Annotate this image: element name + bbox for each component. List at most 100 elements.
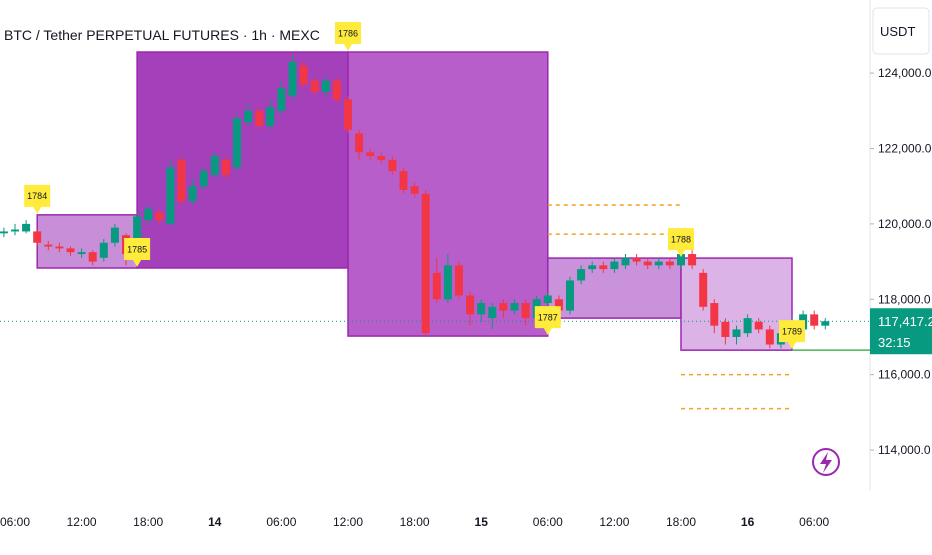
candle-body xyxy=(566,280,574,311)
candle-body xyxy=(344,99,352,130)
candle-body xyxy=(77,252,86,255)
zone-tag-label: 1785 xyxy=(127,244,147,254)
zone-box xyxy=(36,214,138,269)
chart-title: BTC / Tether PERPETUAL FUTURES · 1h · ME… xyxy=(4,27,320,43)
candle-body xyxy=(310,80,319,92)
candle-body xyxy=(66,248,75,253)
zone-tag xyxy=(668,228,694,258)
candle-body xyxy=(677,254,685,266)
candle-body xyxy=(443,265,452,300)
candle-body xyxy=(810,314,819,326)
y-tick-label: 122,000.0 xyxy=(878,142,932,156)
candle-body xyxy=(299,65,308,85)
candle-body xyxy=(355,133,364,153)
zone-tag xyxy=(779,320,805,350)
y-tick-label: 118,000.0 xyxy=(878,292,931,306)
candle-body xyxy=(654,261,663,266)
candle-body xyxy=(721,321,730,337)
candle-body xyxy=(188,186,197,202)
x-tick-label: 06:00 xyxy=(266,515,296,529)
last-price-label: 117,417.2 xyxy=(878,314,932,329)
candle-body xyxy=(765,329,774,345)
candle-body xyxy=(743,318,752,334)
candle-body xyxy=(399,171,408,190)
candle-body xyxy=(488,306,497,319)
y-tick-label: 124,000.0 xyxy=(878,66,932,80)
candle-body xyxy=(477,303,486,315)
candle-body xyxy=(11,229,19,232)
candle-body xyxy=(577,269,586,281)
y-tick-label: 120,000.0 xyxy=(878,217,932,231)
currency: USDT xyxy=(880,24,915,39)
x-tick-label: 12:00 xyxy=(599,515,629,529)
y-tick-label: 114,000.0 xyxy=(878,443,931,457)
candle-body xyxy=(199,171,208,187)
candle-body xyxy=(632,257,641,262)
currency-box[interactable] xyxy=(872,7,930,55)
candle-body xyxy=(88,252,97,262)
candle-body xyxy=(55,246,64,249)
candle-body xyxy=(732,329,741,337)
plot-area: 1784 1785 1786 1787 1788 1789 xyxy=(0,22,872,410)
candle-body xyxy=(621,257,630,266)
candle-body xyxy=(266,107,275,126)
zone-tag-label: 1784 xyxy=(27,191,47,201)
candle-body xyxy=(432,272,441,300)
x-tick-label: 06:00 xyxy=(0,515,30,529)
x-tick-label: 18:00 xyxy=(133,515,163,529)
candle-body xyxy=(643,261,652,266)
candle-body xyxy=(33,231,42,243)
candle-body xyxy=(521,303,530,319)
candle-body xyxy=(610,261,619,270)
candle-body xyxy=(821,321,830,326)
candle-body xyxy=(455,265,463,296)
countdown: 32:15 xyxy=(878,335,911,350)
candle-body xyxy=(99,242,108,258)
candle-body xyxy=(255,110,264,126)
candle-body xyxy=(366,152,375,157)
candle-body xyxy=(277,88,286,111)
x-tick-label: 06:00 xyxy=(533,515,563,529)
x-tick-label: 16 xyxy=(741,515,755,529)
candle-body xyxy=(233,118,241,168)
candle-body xyxy=(543,295,552,304)
candle-body xyxy=(155,212,164,221)
candle-body xyxy=(410,186,419,194)
candle-body xyxy=(510,303,519,311)
x-tick-label: 14 xyxy=(208,515,222,529)
candle-body xyxy=(110,227,119,243)
zone-tag xyxy=(24,184,51,214)
candle-body xyxy=(388,159,397,172)
zone-tag xyxy=(124,237,151,267)
last-price-box xyxy=(870,308,932,355)
candle-body xyxy=(332,80,341,100)
zone-box xyxy=(136,51,349,269)
candle-body xyxy=(177,159,186,202)
candle-body xyxy=(221,159,230,175)
candle-body xyxy=(321,80,330,92)
candle-body xyxy=(421,193,430,334)
y-tick-label: 116,000.0 xyxy=(878,368,931,382)
zone-tag xyxy=(335,22,361,52)
zone-tag-label: 1789 xyxy=(782,327,802,337)
candle-body xyxy=(754,321,763,330)
x-tick-label: 18:00 xyxy=(400,515,430,529)
candle-body xyxy=(499,303,508,311)
zone-tag-label: 1787 xyxy=(538,312,558,322)
candle-body xyxy=(44,244,53,247)
candle-body xyxy=(210,156,219,175)
candle-body xyxy=(288,61,297,96)
candle-body xyxy=(699,272,708,307)
x-tick-label: 18:00 xyxy=(666,515,696,529)
candle-body xyxy=(599,265,608,270)
candle-body xyxy=(0,231,8,234)
candle-body xyxy=(588,265,597,270)
alert-icon[interactable] xyxy=(812,448,840,476)
zone-tag-label: 1788 xyxy=(671,234,691,244)
candle-body xyxy=(665,261,674,266)
candle-body xyxy=(710,303,719,326)
candle-body xyxy=(166,167,175,224)
x-tick-label: 06:00 xyxy=(799,515,829,529)
zone-tag-label: 1786 xyxy=(338,28,358,38)
